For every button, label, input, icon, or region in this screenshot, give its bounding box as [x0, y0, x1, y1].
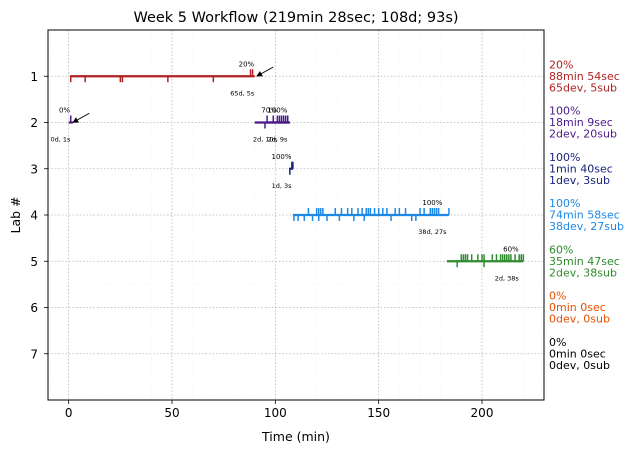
lab-1-annotation-arrow [256, 66, 274, 77]
x-tick-label: 100 [264, 406, 287, 420]
lab-6-summary-line: 0dev, 0sub [549, 313, 610, 326]
lab-3-summary-line: 100% [549, 151, 580, 164]
y-tick-label: 5 [30, 255, 38, 269]
lab-2-percent-label: 100% [267, 107, 287, 115]
lab-4-summary-line: 100% [549, 197, 580, 210]
y-tick-label: 1 [30, 70, 38, 84]
x-tick-label: 0 [65, 406, 73, 420]
lab-2-percent-label: 70% [261, 107, 277, 115]
lab-3-count-label: 1d, 3s [272, 182, 293, 190]
lab-1-summary-line: 20% [549, 58, 573, 71]
lab-1-summary-line: 65dev, 5sub [549, 81, 617, 94]
data-layer: 20% 65d, 5s 0% 0d, 1s 70% 2d, 10s 100% 2d, 9s 10… [50, 60, 525, 282]
lab-6-summary-line: 0% [549, 290, 566, 303]
lab-7-summary-line: 0dev, 0sub [549, 359, 610, 372]
lab-2-summary-line: 18min 9sec [549, 116, 613, 129]
lab-4-summary-line: 74min 58sec [549, 209, 620, 222]
axis-layer: 0 50 100 150 200 1 2 3 4 5 6 7 [30, 70, 493, 420]
lab-5-summary-line: 60% [549, 243, 573, 256]
lab-2-count-label: 2d, 9s [267, 136, 288, 144]
x-tick-label: 200 [471, 406, 494, 420]
lab-1-summary-line: 88min 54sec [549, 70, 620, 83]
lab-2-annotation-arrow [72, 112, 90, 123]
lab-3-percent-label: 100% [272, 153, 292, 161]
lab-7-summary-line: 0% [549, 336, 566, 349]
lab-2-count-label: 2d, 10s [253, 136, 278, 144]
x-tick-label: 50 [164, 406, 179, 420]
y-tick-label: 3 [30, 162, 38, 176]
lab-3-summary-line: 1min 40sec [549, 162, 613, 175]
lab-5-summary-line: 35min 47sec [549, 255, 620, 268]
lab-4-percent-label: 100% [422, 199, 442, 207]
y-tick-label: 2 [30, 116, 38, 130]
y-tick-label: 4 [30, 209, 38, 223]
lab-2-summary-line: 2dev, 20sub [549, 128, 617, 141]
lab-4-count-label: 38d, 27s [418, 228, 447, 236]
lab-1-count-label: 65d, 5s [230, 89, 255, 97]
lab-4-summary-line: 38dev, 27sub [549, 220, 624, 233]
lab-2-percent-label: 0% [59, 107, 70, 115]
lab-2-summary-line: 100% [549, 105, 580, 118]
lab-5-percent-label: 60% [503, 245, 519, 253]
lab-3-summary-line: 1dev, 3sub [549, 174, 610, 187]
lab-2-count-label: 0d, 1s [50, 136, 71, 144]
lab-7-summary-line: 0min 0sec [549, 347, 606, 360]
lab-1-percent-label: 20% [239, 60, 255, 68]
lab-5-count-label: 2d, 38s [495, 274, 520, 282]
lab-6-summary-line: 0min 0sec [549, 301, 606, 314]
y-tick-label: 7 [30, 347, 38, 361]
y-tick-label: 6 [30, 301, 38, 315]
chart-title: Week 5 Workflow (219min 28sec; 108d; 93s… [133, 10, 458, 26]
x-tick-label: 150 [367, 406, 390, 420]
lab-5-summary-line: 2dev, 38sub [549, 266, 617, 279]
y-axis-label: Lab # [8, 196, 23, 233]
x-axis-label: Time (min) [261, 429, 330, 444]
